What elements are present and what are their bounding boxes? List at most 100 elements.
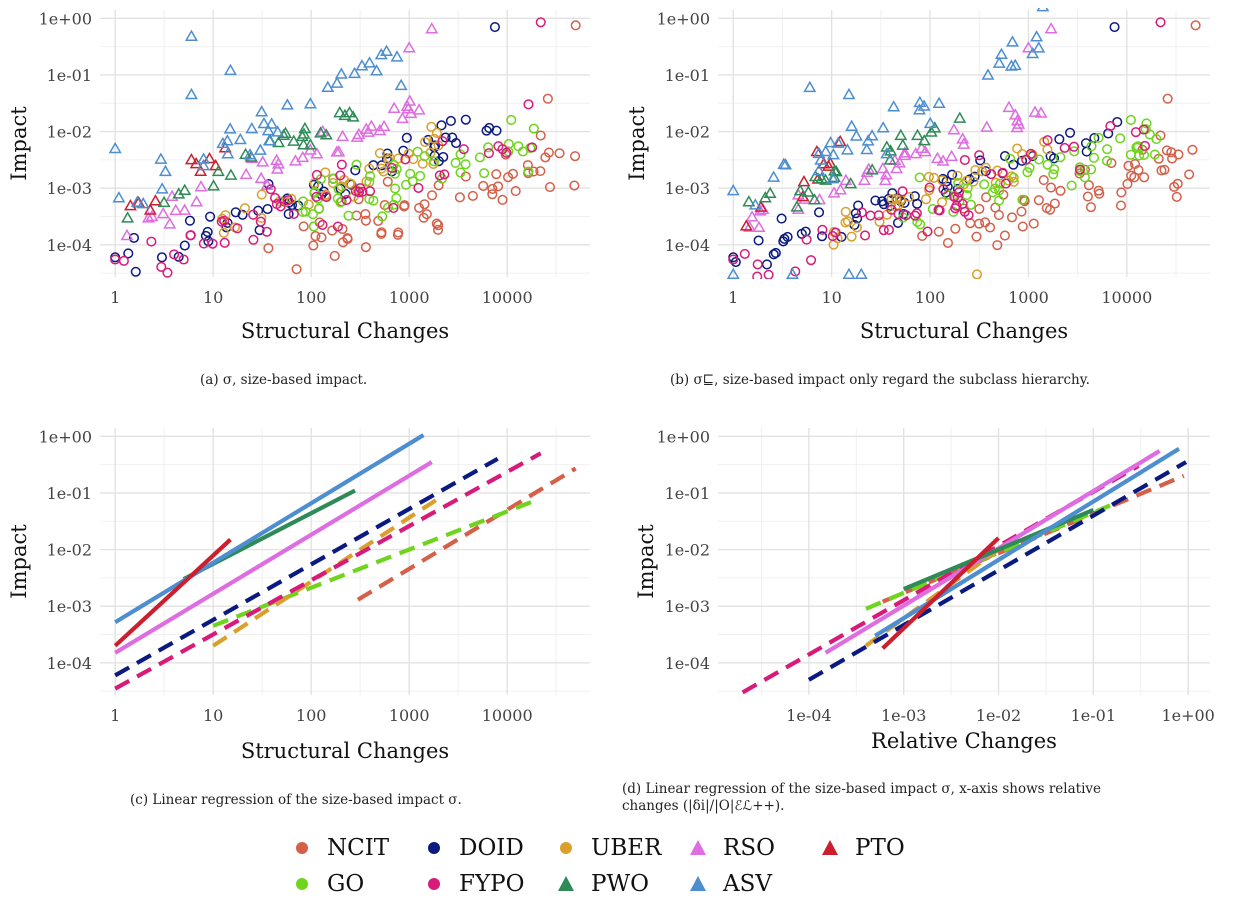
point-doid bbox=[156, 252, 167, 263]
point-rso bbox=[898, 146, 912, 158]
point-go bbox=[298, 196, 309, 207]
point-go bbox=[1125, 149, 1136, 160]
point-doid bbox=[1080, 138, 1092, 149]
point-doid bbox=[436, 120, 447, 131]
point-asv bbox=[842, 87, 856, 100]
point-rso bbox=[1008, 108, 1022, 120]
point-ncit bbox=[1045, 204, 1056, 215]
point-doid bbox=[489, 21, 500, 33]
point-asv bbox=[348, 66, 362, 79]
point-pwo bbox=[828, 164, 842, 176]
point-asv bbox=[370, 64, 384, 76]
point-go bbox=[1101, 155, 1113, 166]
point-ncit bbox=[432, 224, 444, 235]
point-asv bbox=[321, 80, 335, 93]
point-doid bbox=[205, 211, 216, 222]
point-ncit bbox=[1129, 159, 1141, 170]
point-asv bbox=[390, 50, 404, 62]
point-uber bbox=[842, 216, 854, 227]
legend-label-asv: ASV bbox=[723, 871, 772, 897]
x-tick-label: 1e-03 bbox=[881, 706, 926, 725]
point-asv bbox=[803, 80, 817, 93]
point-rso bbox=[425, 22, 439, 34]
point-fypo bbox=[860, 230, 871, 241]
x-axis-title: Structural Changes bbox=[860, 319, 1068, 343]
point-rso bbox=[361, 125, 375, 137]
point-go bbox=[368, 195, 379, 206]
point-asv bbox=[1005, 35, 1019, 47]
legend-item-ncit: NCIT bbox=[285, 830, 417, 866]
point-fypo bbox=[388, 202, 399, 213]
legend: NCIT DOID UBER RSO PTO GO FYPO PWO ASV bbox=[285, 830, 965, 902]
x-tick-label: 1e-02 bbox=[976, 706, 1021, 725]
point-asv bbox=[923, 116, 937, 129]
point-fypo bbox=[897, 186, 908, 197]
point-asv bbox=[1030, 30, 1044, 42]
point-rso bbox=[350, 130, 364, 142]
point-ncit bbox=[1017, 221, 1028, 232]
point-asv bbox=[767, 170, 781, 182]
point-go bbox=[309, 187, 320, 198]
point-go bbox=[1149, 149, 1160, 160]
point-ncit bbox=[1038, 175, 1049, 186]
point-fypo bbox=[933, 204, 944, 216]
y-tick-label: 1e+00 bbox=[657, 9, 710, 28]
point-uber bbox=[970, 164, 981, 176]
point-rso bbox=[833, 183, 847, 195]
point-uber bbox=[952, 170, 963, 181]
point-fypo bbox=[219, 215, 230, 226]
point-ncit bbox=[392, 229, 403, 240]
y-axis-title: Impact bbox=[625, 106, 649, 181]
point-ncit bbox=[1162, 93, 1173, 104]
point-fypo bbox=[483, 148, 494, 159]
point-doid bbox=[484, 122, 495, 134]
point-asv bbox=[154, 152, 168, 164]
point-asv bbox=[394, 78, 408, 91]
y-tick-label: 1e-04 bbox=[47, 654, 92, 673]
point-doid bbox=[262, 203, 273, 215]
point-asv bbox=[826, 147, 840, 160]
point-go bbox=[400, 179, 412, 190]
point-asv bbox=[826, 172, 840, 184]
point-doid bbox=[460, 114, 471, 125]
point-asv bbox=[374, 47, 388, 60]
point-rso bbox=[395, 111, 409, 124]
point-doid bbox=[184, 215, 196, 226]
point-ncit bbox=[467, 190, 478, 201]
point-doid bbox=[975, 155, 986, 166]
point-doid bbox=[761, 259, 773, 270]
legend-label-pwo: PWO bbox=[591, 871, 649, 897]
x-axis-title: Structural Changes bbox=[241, 319, 449, 343]
point-asv bbox=[786, 267, 799, 279]
point-fypo bbox=[219, 237, 230, 248]
legend-label-go: GO bbox=[327, 871, 365, 897]
point-uber bbox=[840, 206, 851, 217]
point-go bbox=[429, 156, 440, 167]
point-ncit bbox=[980, 217, 991, 228]
point-fypo bbox=[1059, 142, 1070, 153]
point-asv bbox=[854, 267, 868, 279]
point-ncit bbox=[974, 203, 985, 214]
y-tick-label: 1e-04 bbox=[665, 654, 710, 673]
point-rso bbox=[178, 203, 192, 215]
point-go bbox=[979, 179, 990, 190]
point-pwo bbox=[272, 135, 286, 148]
point-pwo bbox=[278, 126, 292, 139]
point-ncit bbox=[950, 223, 961, 234]
point-pwo bbox=[211, 164, 225, 177]
point-fypo bbox=[118, 255, 129, 266]
point-rso bbox=[876, 161, 890, 174]
point-fypo bbox=[763, 269, 774, 279]
series-ncit bbox=[263, 20, 581, 275]
point-doid bbox=[980, 166, 991, 177]
point-rso bbox=[377, 119, 391, 132]
point-go bbox=[503, 138, 514, 150]
point-fypo bbox=[1130, 127, 1141, 138]
point-fypo bbox=[523, 99, 534, 110]
point-fypo bbox=[269, 192, 281, 203]
x-tick-label: 1000 bbox=[389, 288, 430, 307]
point-uber bbox=[977, 166, 988, 177]
point-doid bbox=[481, 125, 492, 136]
point-rso bbox=[909, 147, 923, 159]
point-uber bbox=[420, 136, 431, 148]
